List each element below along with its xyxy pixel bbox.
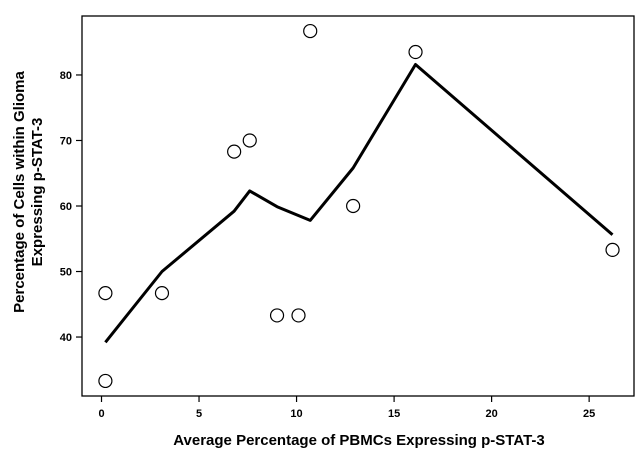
x-tick-label: 25 (583, 408, 595, 420)
data-point (291, 308, 306, 323)
y-tick-label: 60 (60, 201, 72, 213)
data-point (98, 286, 113, 301)
x-tick-label: 15 (388, 408, 400, 420)
x-axis-ticks: 0 5 10 15 20 25 (98, 396, 595, 420)
data-point (227, 144, 242, 159)
data-point (303, 23, 318, 39)
y-axis-ticks: 40 50 60 70 80 (60, 70, 82, 344)
data-point (408, 44, 423, 60)
x-tick-label: 0 (98, 408, 104, 420)
x-tick-label: 10 (290, 408, 302, 420)
y-tick-label: 80 (60, 70, 72, 82)
y-tick-label: 50 (60, 267, 72, 279)
data-point (98, 373, 113, 389)
y-axis-title-line-1: Percentage of Cells within Glioma (11, 70, 28, 312)
smooth-fit-line (104, 63, 614, 344)
data-point (242, 133, 257, 148)
y-tick-label: 70 (60, 135, 72, 147)
x-tick-label: 5 (196, 408, 202, 420)
x-tick-label: 20 (485, 408, 497, 420)
y-axis-title-line-2: Expressing p-STAT-3 (29, 118, 46, 267)
data-point (269, 308, 285, 323)
y-tick-label: 40 (60, 332, 72, 344)
data-points (98, 23, 620, 389)
data-point (154, 286, 170, 301)
y-axis-title: Percentage of Cells within Glioma Expres… (11, 70, 46, 312)
data-point (605, 242, 620, 257)
data-point (346, 198, 361, 214)
x-axis-title: Average Percentage of PBMCs Expressing p… (173, 432, 545, 449)
